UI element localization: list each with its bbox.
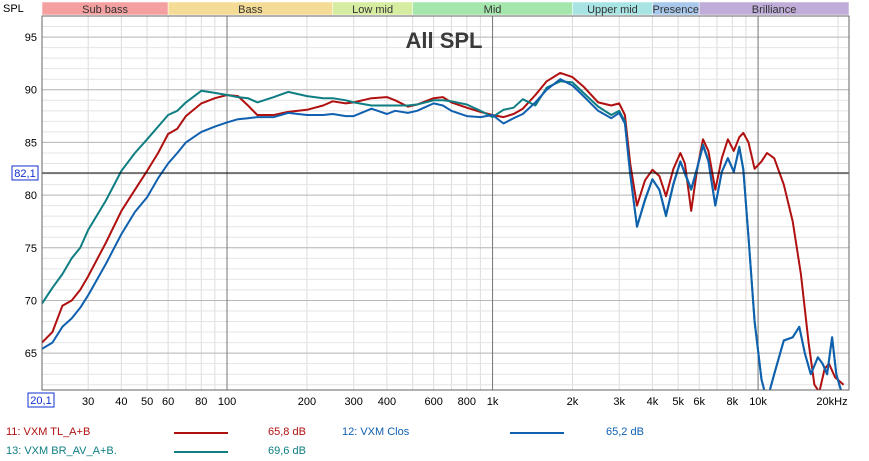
- x-tick-label: 50: [141, 396, 153, 408]
- band-label: Presence: [653, 4, 699, 16]
- x-tick-label: 5k: [672, 396, 684, 408]
- x-tick-label: 300: [345, 396, 363, 408]
- x-start-box[interactable]: 20,1: [27, 392, 55, 408]
- y-axis-label: SPL: [3, 3, 24, 15]
- minor-gridlines: [42, 15, 849, 390]
- legend-swatch: [174, 432, 228, 434]
- x-start-label: 20,1: [30, 395, 51, 407]
- legend-swatch: [510, 432, 564, 434]
- y-tick-label: 80: [25, 190, 37, 202]
- x-tick-label: 10k: [749, 396, 767, 408]
- x-tick-label: 20kHz: [816, 396, 847, 408]
- y-tick-labels: 95 90 85 80 75 70 65: [25, 32, 37, 360]
- y-marker-box[interactable]: 82,1: [11, 165, 39, 181]
- x-tick-label: 8k: [727, 396, 739, 408]
- band-label: Low mid: [352, 4, 393, 16]
- legend-name: 13: VXM BR_AV_A+B.: [6, 445, 117, 457]
- x-tick-label: 40: [115, 396, 127, 408]
- y-tick-label: 75: [25, 243, 37, 255]
- x-tick-label: 1k: [487, 396, 499, 408]
- chart-title: All SPL: [405, 28, 482, 53]
- y-tick-label: 70: [25, 295, 37, 307]
- band-label: Bass: [238, 4, 263, 16]
- band-label: Brilliance: [752, 4, 797, 16]
- series-line-12: [42, 78, 842, 390]
- legend-value: 69,6 dB: [268, 445, 306, 457]
- x-tick-label: 6k: [693, 396, 705, 408]
- x-tick-label: 3k: [613, 396, 625, 408]
- x-tick-labels: 30 40 50 60 80 100 200 300 400 600 800 1k 2k 3k 4k 5k 6k…: [82, 396, 848, 408]
- x-tick-label: 200: [298, 396, 316, 408]
- x-tick-label: 30: [82, 396, 94, 408]
- x-tick-label: 600: [424, 396, 442, 408]
- x-tick-label: 400: [378, 396, 396, 408]
- y-tick-label: 90: [25, 85, 37, 97]
- frequency-bands: Sub bass Bass Low mid Mid Upper mid Presence B…: [41, 1, 850, 16]
- y-tick-label: 85: [25, 137, 37, 149]
- major-gridlines: [42, 16, 849, 390]
- legend-item-11[interactable]: 11: VXM TL_A+B 65,8 dB: [6, 423, 336, 441]
- series-lines: [42, 71, 845, 390]
- series-line-13: [42, 80, 842, 390]
- legend-value: 65,2 dB: [606, 426, 644, 438]
- y-marker-label: 82,1: [14, 168, 35, 180]
- legend-name: 11: VXM TL_A+B: [6, 426, 91, 438]
- legend-item-13[interactable]: 13: VXM BR_AV_A+B. 69,6 dB: [6, 442, 336, 460]
- plot-frame: [41, 15, 850, 391]
- band-label: Sub bass: [82, 4, 128, 16]
- series-line-11: [42, 71, 845, 390]
- x-tick-label: 2k: [567, 396, 579, 408]
- legend-value: 65,8 dB: [268, 426, 306, 438]
- spl-chart: Sub bass Bass Low mid Mid Upper mid Presence B…: [3, 1, 850, 408]
- legend-item-12[interactable]: 12: VXM Clos 65,2 dB: [342, 423, 672, 441]
- legend: 11: VXM TL_A+B 65,8 dB 12: VXM Clos 65,2…: [0, 419, 869, 461]
- band-label: Mid: [484, 4, 502, 16]
- x-tick-label: 100: [218, 396, 236, 408]
- y-tick-label: 95: [25, 32, 37, 44]
- y-tick-label: 65: [25, 348, 37, 360]
- x-tick-label: 800: [458, 396, 476, 408]
- band-brilliance: [698, 1, 850, 16]
- legend-swatch: [174, 451, 228, 453]
- x-tick-label: 60: [162, 396, 174, 408]
- legend-name: 12: VXM Clos: [342, 426, 410, 438]
- x-tick-label: 4k: [647, 396, 659, 408]
- band-label: Upper mid: [587, 4, 638, 16]
- x-tick-label: 80: [195, 396, 207, 408]
